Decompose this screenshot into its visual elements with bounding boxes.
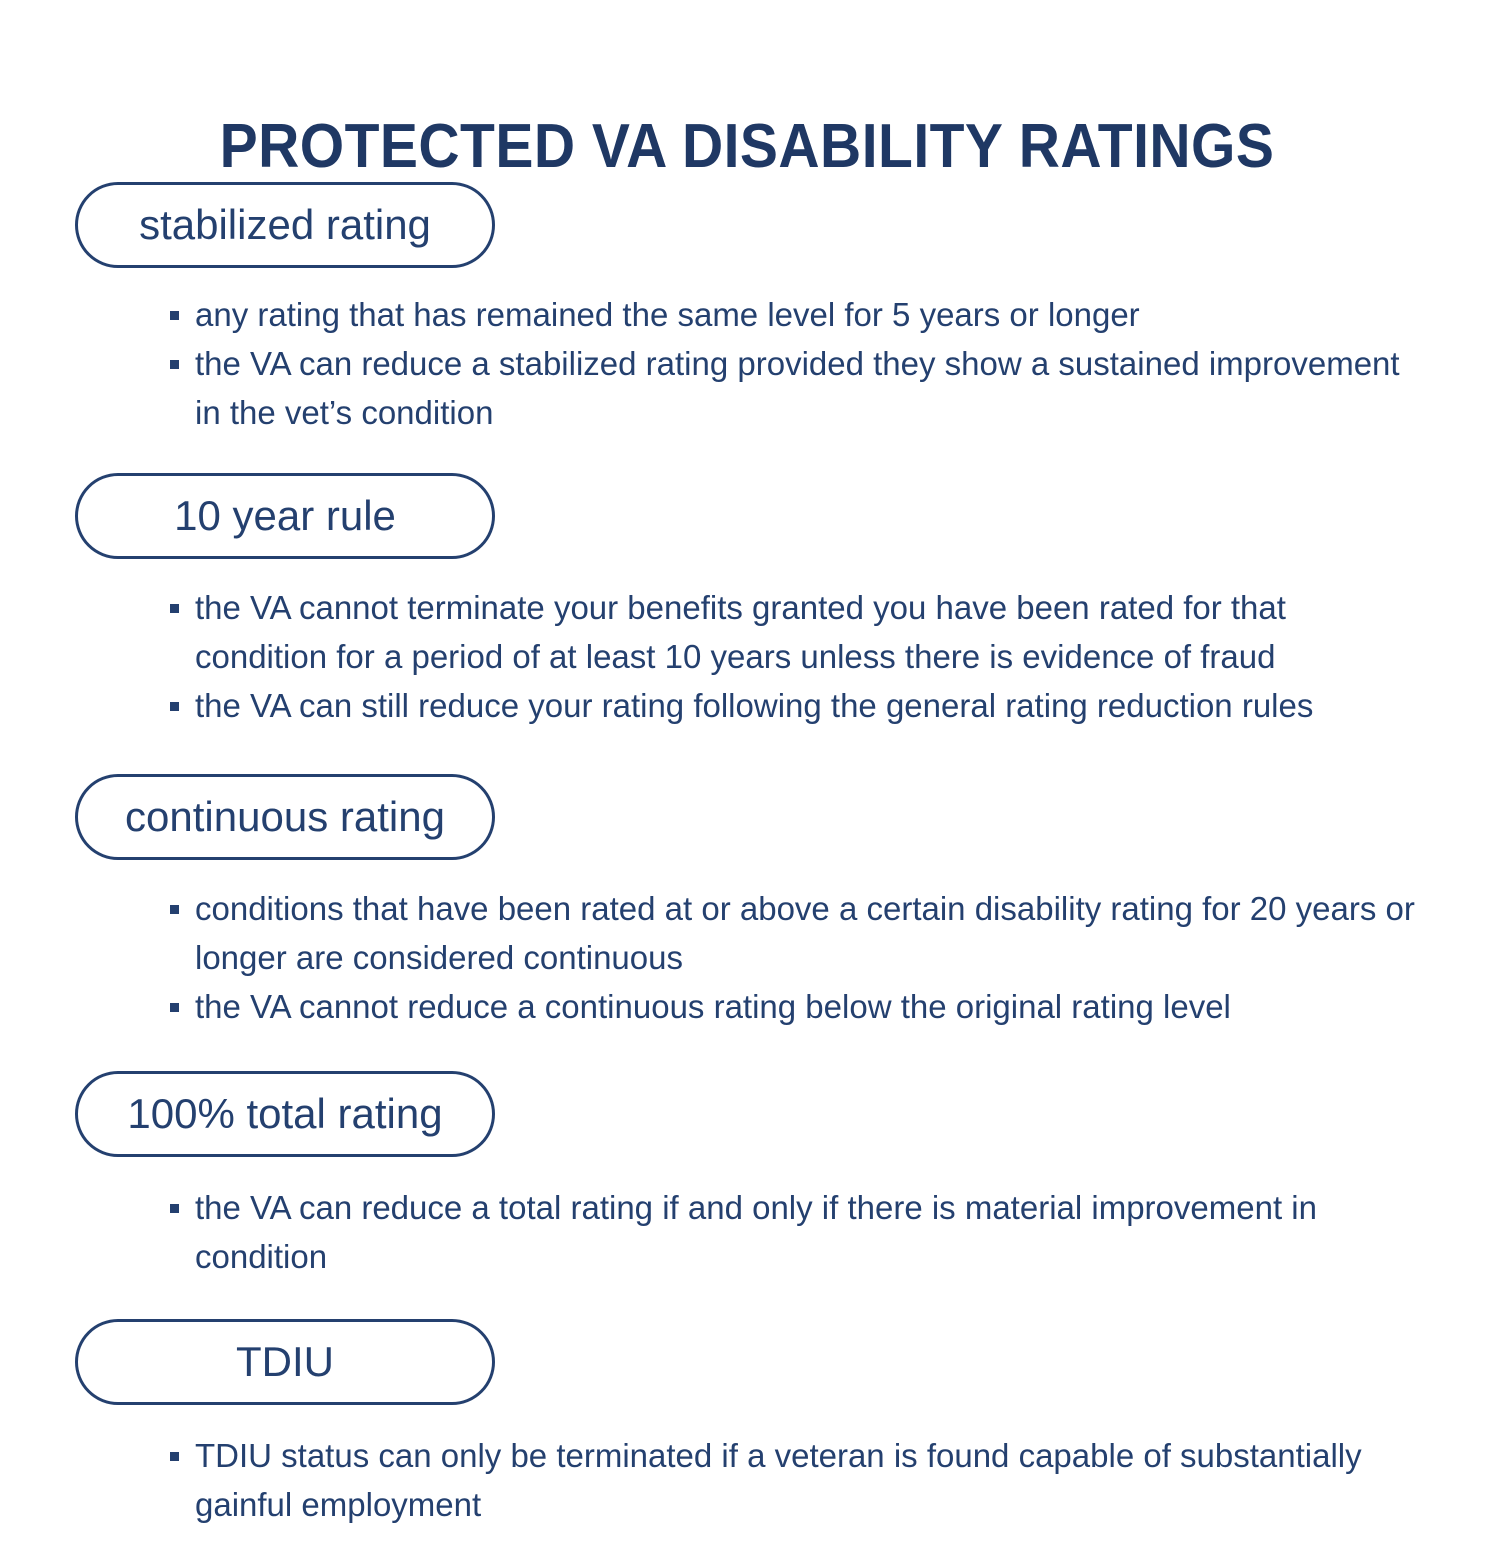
list-item: the VA can still reduce your rating foll… [0, 681, 1494, 730]
rating-category-label: stabilized rating [139, 201, 431, 248]
square-bullet-icon [170, 905, 179, 914]
page-title: PROTECTED VA DISABILITY RATINGS [219, 111, 1275, 181]
square-bullet-icon [170, 1452, 179, 1461]
rating-bullet-list: the VA can reduce a total rating if and … [0, 1157, 1494, 1299]
list-item: TDIU status can only be terminated if a … [0, 1431, 1494, 1529]
list-item: the VA can reduce a total rating if and … [0, 1183, 1494, 1281]
rating-category-label: 100% total rating [127, 1090, 443, 1137]
list-item-text: any rating that has remained the same le… [195, 296, 1140, 333]
rating-bullet-list: TDIU status can only be terminated if a … [0, 1405, 1494, 1547]
square-bullet-icon [170, 360, 179, 369]
rating-section: 10 year rule the VA cannot terminate your… [0, 473, 1494, 748]
list-item-text: the VA cannot reduce a continuous rating… [195, 988, 1231, 1025]
rating-section: stabilized rating any rating that has rem… [0, 182, 1494, 455]
rating-category-pill[interactable]: TDIU [75, 1319, 495, 1405]
square-bullet-icon [170, 311, 179, 320]
square-bullet-icon [170, 1204, 179, 1213]
rating-category-label: 10 year rule [174, 492, 396, 539]
list-item: the VA cannot terminate your benefits gr… [0, 583, 1494, 681]
rating-category-pill[interactable]: stabilized rating [75, 182, 495, 268]
list-item-text: the VA can reduce a total rating if and … [195, 1189, 1317, 1275]
rating-bullet-list: any rating that has remained the same le… [0, 268, 1494, 455]
rating-category-pill[interactable]: 100% total rating [75, 1071, 495, 1157]
list-item-text: conditions that have been rated at or ab… [195, 890, 1415, 976]
rating-section: 100% total rating the VA can reduce a tot… [0, 1071, 1494, 1299]
list-item: the VA can reduce a stabilized rating pr… [0, 339, 1494, 437]
rating-bullet-list: conditions that have been rated at or ab… [0, 860, 1494, 1049]
rating-section: TDIU TDIU status can only be terminated i… [0, 1319, 1494, 1547]
list-item-text: the VA can still reduce your rating foll… [195, 687, 1314, 724]
square-bullet-icon [170, 1003, 179, 1012]
rating-category-pill[interactable]: 10 year rule [75, 473, 495, 559]
rating-category-pill[interactable]: continuous rating [75, 774, 495, 860]
list-item-text: TDIU status can only be terminated if a … [195, 1437, 1362, 1523]
list-item: conditions that have been rated at or ab… [0, 884, 1494, 982]
rating-category-label: TDIU [236, 1338, 334, 1385]
square-bullet-icon [170, 702, 179, 711]
square-bullet-icon [170, 604, 179, 613]
list-item: any rating that has remained the same le… [0, 290, 1494, 339]
rating-bullet-list: the VA cannot terminate your benefits gr… [0, 559, 1494, 748]
sections-list: stabilized rating any rating that has rem… [0, 182, 1494, 1547]
rating-category-label: continuous rating [125, 793, 445, 840]
rating-section: continuous rating conditions that have be… [0, 774, 1494, 1049]
list-item: the VA cannot reduce a continuous rating… [0, 982, 1494, 1031]
list-item-text: the VA can reduce a stabilized rating pr… [195, 345, 1400, 431]
list-item-text: the VA cannot terminate your benefits gr… [195, 589, 1286, 675]
